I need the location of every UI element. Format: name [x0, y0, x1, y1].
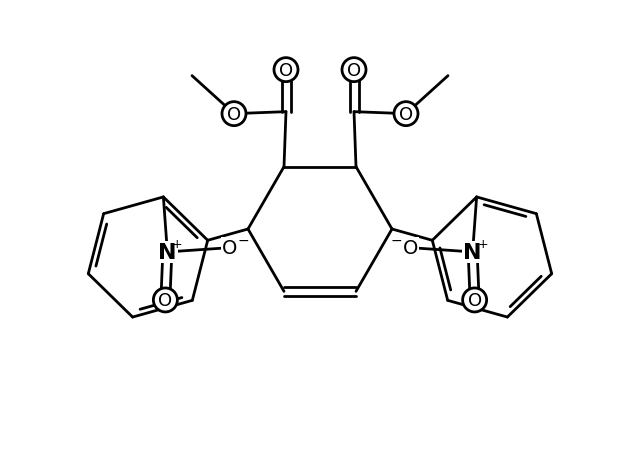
- Text: N: N: [158, 243, 177, 263]
- Text: O: O: [279, 61, 293, 80]
- Text: N: N: [463, 243, 482, 263]
- Ellipse shape: [463, 288, 486, 312]
- Text: O: O: [158, 291, 172, 309]
- Ellipse shape: [274, 59, 298, 82]
- Text: O: O: [403, 239, 419, 258]
- Text: +: +: [477, 238, 488, 251]
- Text: −: −: [237, 233, 249, 248]
- Text: +: +: [172, 238, 182, 251]
- Text: O: O: [399, 106, 413, 123]
- Text: O: O: [221, 239, 237, 258]
- Ellipse shape: [342, 59, 366, 82]
- Ellipse shape: [222, 102, 246, 126]
- Text: O: O: [468, 291, 482, 309]
- Text: O: O: [347, 61, 361, 80]
- Text: O: O: [227, 106, 241, 123]
- Text: −: −: [391, 233, 403, 248]
- Ellipse shape: [394, 102, 418, 126]
- Ellipse shape: [154, 288, 177, 312]
